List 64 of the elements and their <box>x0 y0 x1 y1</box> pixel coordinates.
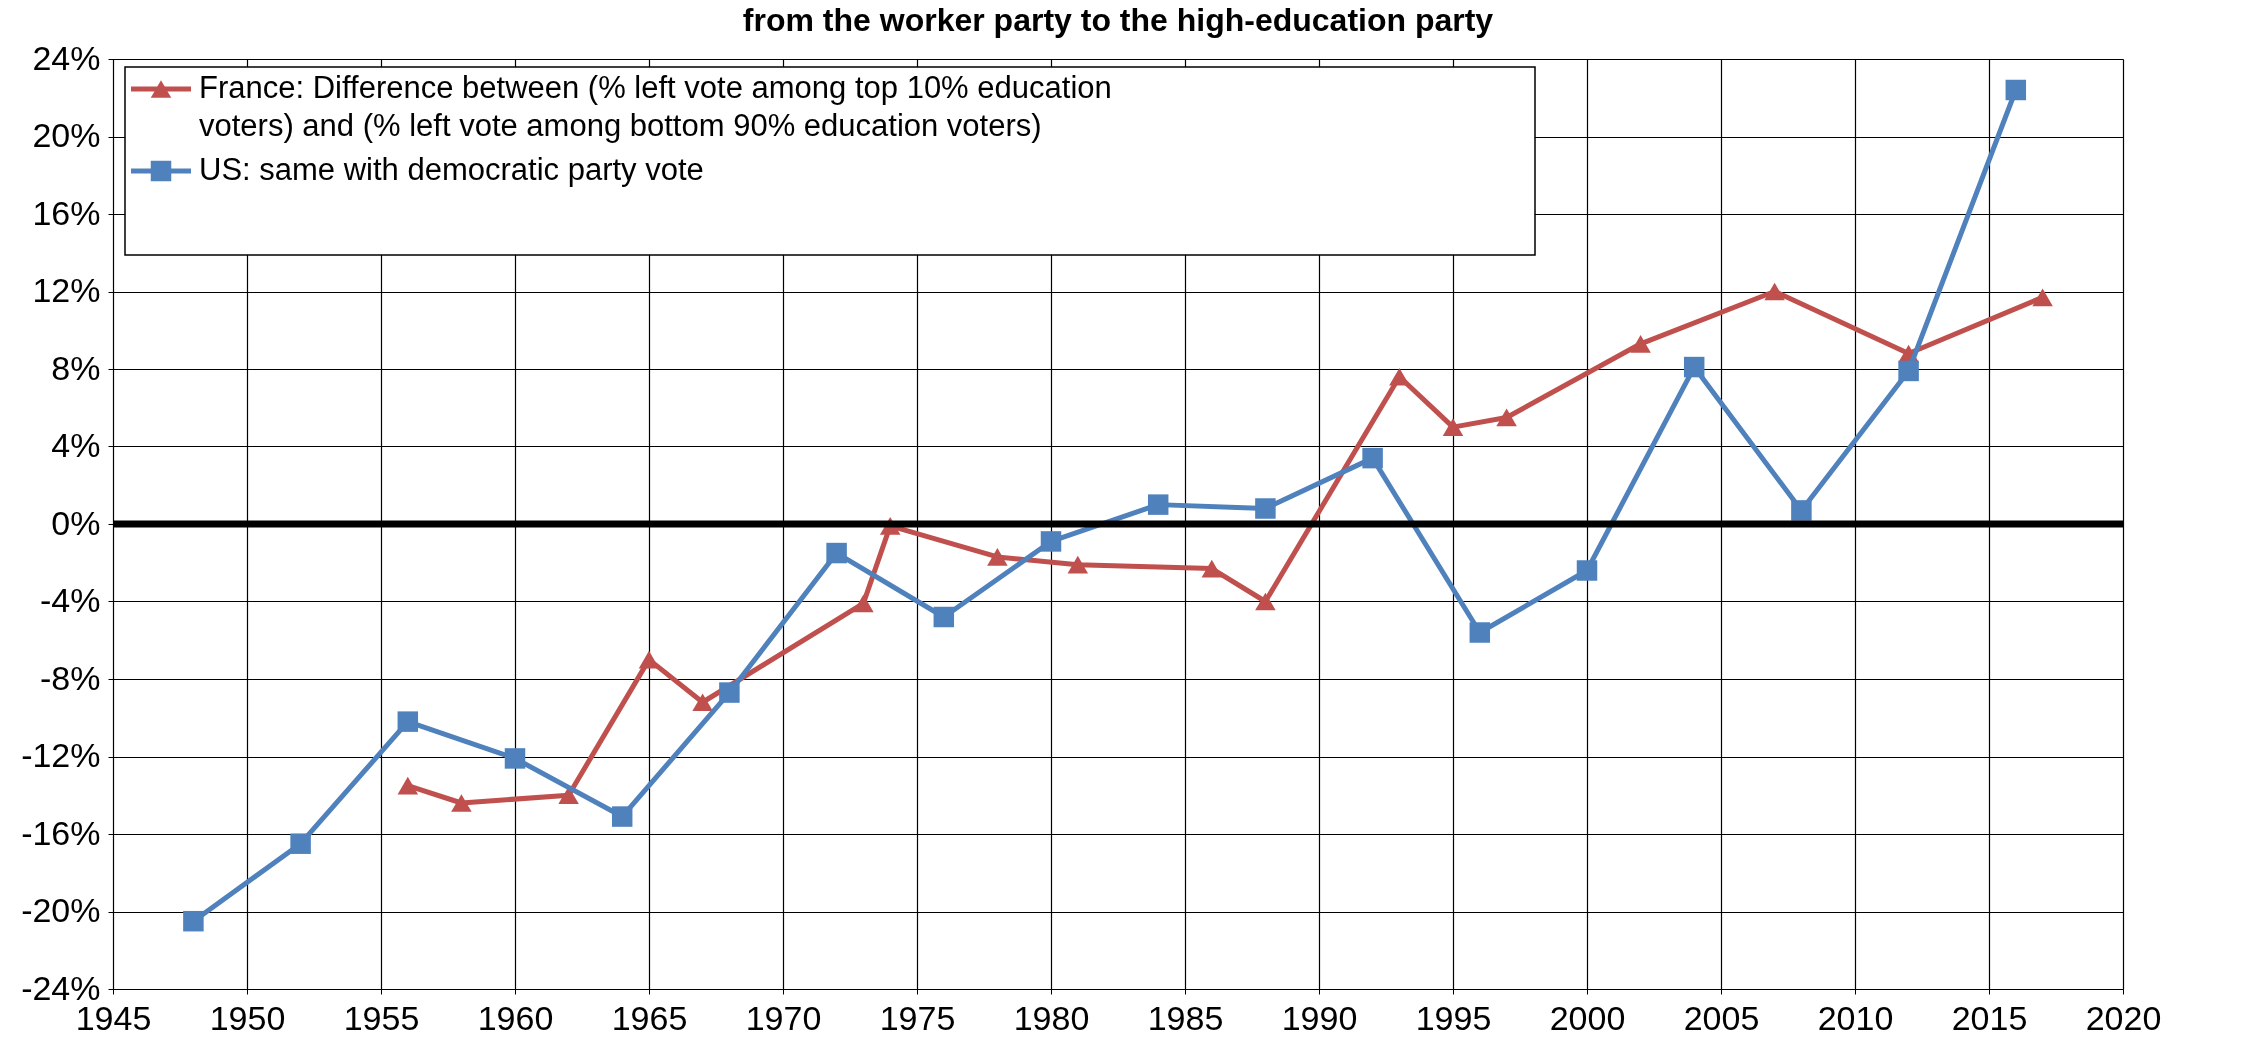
x-tick-label: 1970 <box>745 998 822 1037</box>
point <box>692 693 713 712</box>
point <box>638 650 660 669</box>
x-tick-label: 2010 <box>1817 998 1894 1037</box>
point <box>1040 531 1062 552</box>
y-tick-label: -12% <box>21 736 101 774</box>
y-tick-label: 16% <box>32 193 101 232</box>
point <box>1389 367 1410 386</box>
y-tick-label: 8% <box>51 348 101 387</box>
y-tick-label: -20% <box>21 891 101 929</box>
point <box>183 910 204 932</box>
y-tick-label: -4% <box>40 581 101 619</box>
point <box>397 776 419 795</box>
point <box>1255 592 1276 611</box>
y-tick-label: -8% <box>40 658 101 697</box>
point <box>1255 498 1276 519</box>
point <box>397 711 419 732</box>
point <box>1791 500 1812 521</box>
y-tick-label: -24% <box>21 968 101 1007</box>
point <box>1201 559 1223 578</box>
point <box>1067 555 1089 574</box>
y-tick-label: 20% <box>32 116 101 154</box>
point <box>451 794 472 812</box>
legend-label: US: same with democratic party vote <box>199 152 704 187</box>
point <box>826 542 847 564</box>
point <box>1496 408 1517 427</box>
x-tick-label: 2000 <box>1549 998 1626 1037</box>
x-tick-label: 1995 <box>1415 998 1492 1037</box>
y-tick-label: 12% <box>32 271 101 309</box>
x-tick-label: 1960 <box>477 998 554 1037</box>
y-tick-label: 24% <box>32 38 101 77</box>
x-tick-label: 1980 <box>1013 998 1090 1037</box>
point <box>1362 447 1383 469</box>
point <box>504 748 526 769</box>
y-tick-label: 4% <box>51 426 101 464</box>
chart-title: from the worker party to the high-education party <box>742 2 1494 38</box>
x-tick-label: 1985 <box>1147 998 1224 1037</box>
y-tick-label: 0% <box>51 503 101 542</box>
x-tick-label: 1975 <box>879 998 956 1037</box>
point <box>1576 560 1598 581</box>
x-tick-label: 2015 <box>1951 998 2028 1037</box>
x-tick-label: 1950 <box>209 998 286 1037</box>
legend-label: France: Difference between (% left vote among top 10% education voters) and (% left vote among bottom 90% education voters) <box>199 70 1112 143</box>
x-tick-label: 2005 <box>1683 998 1760 1037</box>
point <box>1764 282 1785 301</box>
point <box>2005 79 2027 101</box>
point <box>1442 418 1464 436</box>
point <box>987 548 1008 566</box>
point <box>1898 360 1919 382</box>
x-tick-label: 1955 <box>343 998 420 1037</box>
point <box>1147 494 1169 515</box>
point <box>933 606 955 628</box>
point <box>2032 288 2053 307</box>
x-tick-label: 1990 <box>1281 998 1358 1037</box>
point <box>1683 356 1705 378</box>
point <box>290 833 311 854</box>
point <box>611 806 633 827</box>
point <box>1630 334 1651 353</box>
point <box>853 594 874 613</box>
point <box>1469 622 1491 643</box>
point <box>719 682 740 703</box>
x-tick-label: 2020 <box>2085 998 2162 1037</box>
x-tick-label: 1965 <box>611 998 688 1037</box>
y-tick-label: -16% <box>21 813 101 852</box>
